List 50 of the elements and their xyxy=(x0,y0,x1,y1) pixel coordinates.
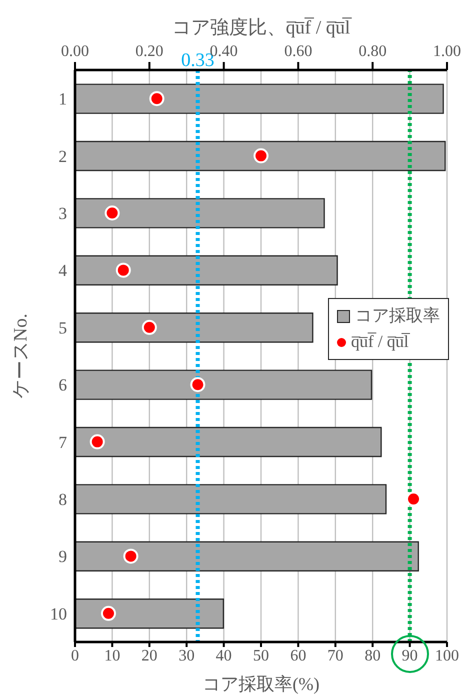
bar xyxy=(75,541,419,572)
y-tick-label: 2 xyxy=(58,146,67,166)
x-tick-label: 70 xyxy=(327,647,344,664)
x2-tick-label: 0.00 xyxy=(61,43,89,60)
y-tick-label: 10 xyxy=(50,604,67,624)
x-tick-label: 60 xyxy=(290,647,306,664)
bar xyxy=(75,484,387,514)
y-tick-label: 1 xyxy=(58,90,67,109)
y-tick-label: 5 xyxy=(58,318,67,338)
x-tick-label: 100 xyxy=(435,647,459,664)
y-tick-label: 7 xyxy=(58,432,68,452)
x-axis-title: コア採取率(%) xyxy=(202,674,320,694)
bar xyxy=(75,598,224,629)
x-tick-label: 50 xyxy=(253,647,269,664)
bar xyxy=(75,255,338,286)
y-tick-label: 8 xyxy=(58,490,67,510)
point xyxy=(149,91,164,106)
x-tick-label: 30 xyxy=(178,647,195,664)
bar xyxy=(75,84,444,114)
point xyxy=(142,320,157,335)
point xyxy=(190,377,206,392)
legend-label: コア採取率 xyxy=(355,305,440,327)
bar xyxy=(75,370,372,400)
y-tick-label: 6 xyxy=(58,376,67,395)
point xyxy=(123,548,138,564)
point xyxy=(100,606,116,621)
x-tick-label: 90 xyxy=(402,647,418,664)
x-tick-label: 80 xyxy=(364,647,381,664)
y-axis-title: ケースNo. xyxy=(10,314,32,398)
y-tick-label: 9 xyxy=(58,547,67,566)
point xyxy=(254,148,268,164)
x-tick-label: 20 xyxy=(141,647,158,664)
x-tick-label: 40 xyxy=(216,647,232,664)
point xyxy=(104,206,120,220)
x2-tick-label: 0.80 xyxy=(358,43,387,60)
bar xyxy=(75,140,446,172)
x-tick-label: 0 xyxy=(71,647,79,664)
bar xyxy=(75,426,382,458)
bar xyxy=(75,312,314,343)
y-tick-label: 3 xyxy=(58,204,67,224)
point xyxy=(116,262,131,278)
x2-tick-label: 0.20 xyxy=(135,43,164,60)
point xyxy=(90,434,105,450)
x2-tick-label: 0.60 xyxy=(284,43,312,60)
x2-tick-label: 1.00 xyxy=(433,43,461,60)
legend-label: q̅u̅f̅ / q̅u̅l̅ xyxy=(351,331,409,353)
y-tick-label: 4 xyxy=(58,261,68,280)
bar xyxy=(75,198,325,228)
x-tick-label: 10 xyxy=(104,647,120,664)
x2-axis-title: コア強度比、q̅u̅f̅ / q̅u̅l̅ xyxy=(172,16,352,38)
